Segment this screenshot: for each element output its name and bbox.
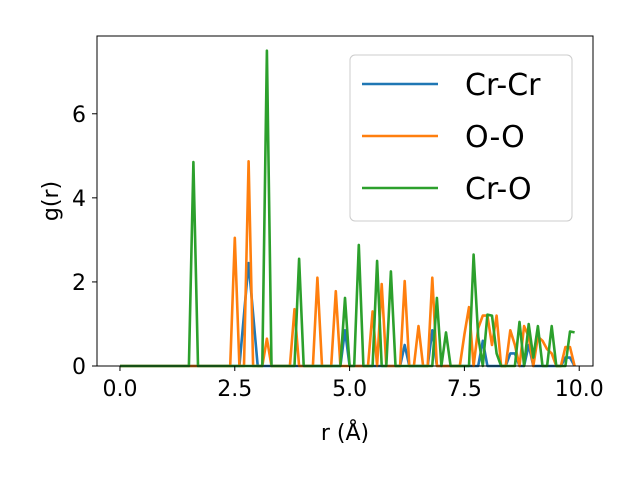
- y-axis: 0 2 4 6: [72, 103, 97, 380]
- y-tick-label: 4: [72, 187, 86, 212]
- x-tick-label: 10.0: [555, 377, 604, 402]
- legend-label: O-O: [465, 120, 525, 155]
- legend-label: Cr-O: [465, 172, 532, 207]
- y-axis-label: g(r): [39, 181, 64, 221]
- y-tick-label: 0: [72, 355, 86, 380]
- x-tick-label: 0.0: [102, 377, 137, 402]
- y-tick-label: 2: [72, 271, 86, 296]
- x-axis-label: r (Å): [321, 419, 369, 446]
- legend-box: [349, 54, 573, 222]
- x-tick-label: 5.0: [332, 377, 367, 402]
- plot-frame: [96, 35, 594, 367]
- x-tick-label: 2.5: [217, 377, 252, 402]
- y-tick-label: 6: [72, 103, 86, 128]
- x-axis: 0.0 2.5 5.0 7.5 10.0: [102, 366, 604, 402]
- legend-label: Cr-Cr: [465, 68, 541, 103]
- legend: Cr-Cr O-O Cr-O: [349, 54, 573, 222]
- x-tick-label: 7.5: [447, 377, 482, 402]
